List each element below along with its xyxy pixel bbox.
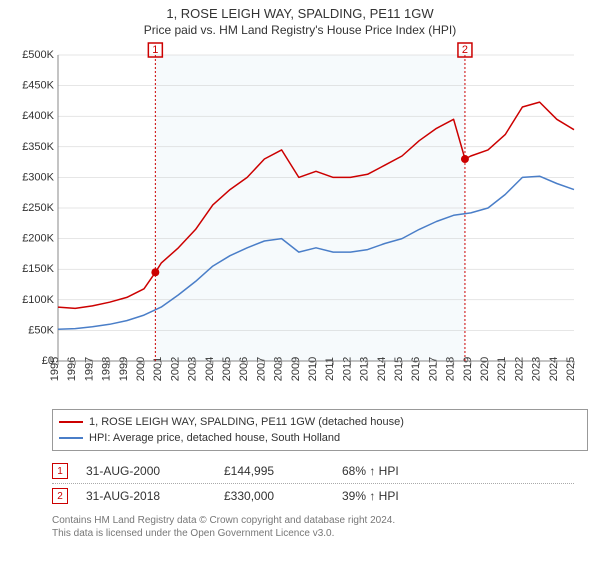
- sale-price: £330,000: [224, 489, 324, 503]
- svg-text:2014: 2014: [376, 357, 388, 381]
- sales-table: 1 31-AUG-2000 £144,995 68% ↑ HPI 2 31-AU…: [52, 459, 574, 508]
- svg-text:2004: 2004: [204, 357, 216, 381]
- sale-date: 31-AUG-2018: [86, 489, 206, 503]
- svg-text:2013: 2013: [359, 357, 371, 381]
- svg-text:2005: 2005: [221, 357, 233, 381]
- sale-price: £144,995: [224, 464, 324, 478]
- svg-text:2023: 2023: [531, 357, 543, 381]
- svg-text:2025: 2025: [565, 357, 577, 381]
- legend-label: HPI: Average price, detached house, Sout…: [89, 432, 340, 444]
- svg-text:2016: 2016: [410, 357, 422, 381]
- svg-text:£150K: £150K: [22, 263, 54, 275]
- svg-text:2022: 2022: [513, 357, 525, 381]
- svg-text:2021: 2021: [496, 357, 508, 381]
- svg-text:£400K: £400K: [22, 110, 54, 122]
- legend-item: 1, ROSE LEIGH WAY, SPALDING, PE11 1GW (d…: [59, 414, 581, 430]
- line-chart: £0£50K£100K£150K£200K£250K£300K£350K£400…: [14, 41, 584, 401]
- sale-row: 1 31-AUG-2000 £144,995 68% ↑ HPI: [52, 459, 574, 484]
- svg-text:2003: 2003: [187, 357, 199, 381]
- svg-text:£100K: £100K: [22, 294, 54, 306]
- svg-text:2: 2: [462, 44, 468, 56]
- chart-title: 1, ROSE LEIGH WAY, SPALDING, PE11 1GW: [0, 6, 600, 21]
- svg-text:2019: 2019: [462, 357, 474, 381]
- svg-text:2020: 2020: [479, 357, 491, 381]
- svg-text:£200K: £200K: [22, 233, 54, 245]
- svg-text:£250K: £250K: [22, 202, 54, 214]
- sale-row: 2 31-AUG-2018 £330,000 39% ↑ HPI: [52, 484, 574, 508]
- chart-subtitle: Price paid vs. HM Land Registry's House …: [0, 23, 600, 37]
- svg-text:1: 1: [152, 44, 158, 56]
- footer-line: Contains HM Land Registry data © Crown c…: [52, 514, 574, 527]
- sale-marker-num: 1: [57, 466, 63, 477]
- legend: 1, ROSE LEIGH WAY, SPALDING, PE11 1GW (d…: [52, 409, 588, 451]
- svg-text:2009: 2009: [290, 357, 302, 381]
- sale-marker: 2: [52, 488, 68, 504]
- svg-text:2024: 2024: [548, 357, 560, 381]
- svg-text:2006: 2006: [238, 357, 250, 381]
- svg-text:2000: 2000: [135, 357, 147, 381]
- svg-text:1995: 1995: [49, 357, 61, 381]
- svg-text:2018: 2018: [445, 357, 457, 381]
- sale-date: 31-AUG-2000: [86, 464, 206, 478]
- svg-text:£450K: £450K: [22, 80, 54, 92]
- svg-text:1999: 1999: [118, 357, 130, 381]
- svg-text:£300K: £300K: [22, 171, 54, 183]
- legend-label: 1, ROSE LEIGH WAY, SPALDING, PE11 1GW (d…: [89, 416, 404, 428]
- legend-swatch: [59, 421, 83, 423]
- chart-area: £0£50K£100K£150K£200K£250K£300K£350K£400…: [14, 41, 584, 401]
- sale-marker: 1: [52, 463, 68, 479]
- svg-text:£500K: £500K: [22, 49, 54, 61]
- svg-text:2010: 2010: [307, 357, 319, 381]
- svg-text:2001: 2001: [152, 357, 164, 381]
- sale-pct: 39% ↑ HPI: [342, 489, 442, 503]
- svg-text:£50K: £50K: [28, 324, 54, 336]
- svg-text:£350K: £350K: [22, 141, 54, 153]
- sale-marker-num: 2: [57, 491, 63, 502]
- footer-line: This data is licensed under the Open Gov…: [52, 527, 574, 540]
- svg-text:2017: 2017: [427, 357, 439, 381]
- legend-swatch: [59, 437, 83, 439]
- svg-text:2002: 2002: [169, 357, 181, 381]
- svg-text:1998: 1998: [101, 357, 113, 381]
- legend-item: HPI: Average price, detached house, Sout…: [59, 430, 581, 446]
- svg-text:2008: 2008: [273, 357, 285, 381]
- svg-text:1996: 1996: [66, 357, 78, 381]
- sale-pct: 68% ↑ HPI: [342, 464, 442, 478]
- svg-text:1997: 1997: [83, 357, 95, 381]
- svg-text:2015: 2015: [393, 357, 405, 381]
- svg-text:2007: 2007: [255, 357, 267, 381]
- footer: Contains HM Land Registry data © Crown c…: [52, 514, 574, 540]
- svg-text:2012: 2012: [341, 357, 353, 381]
